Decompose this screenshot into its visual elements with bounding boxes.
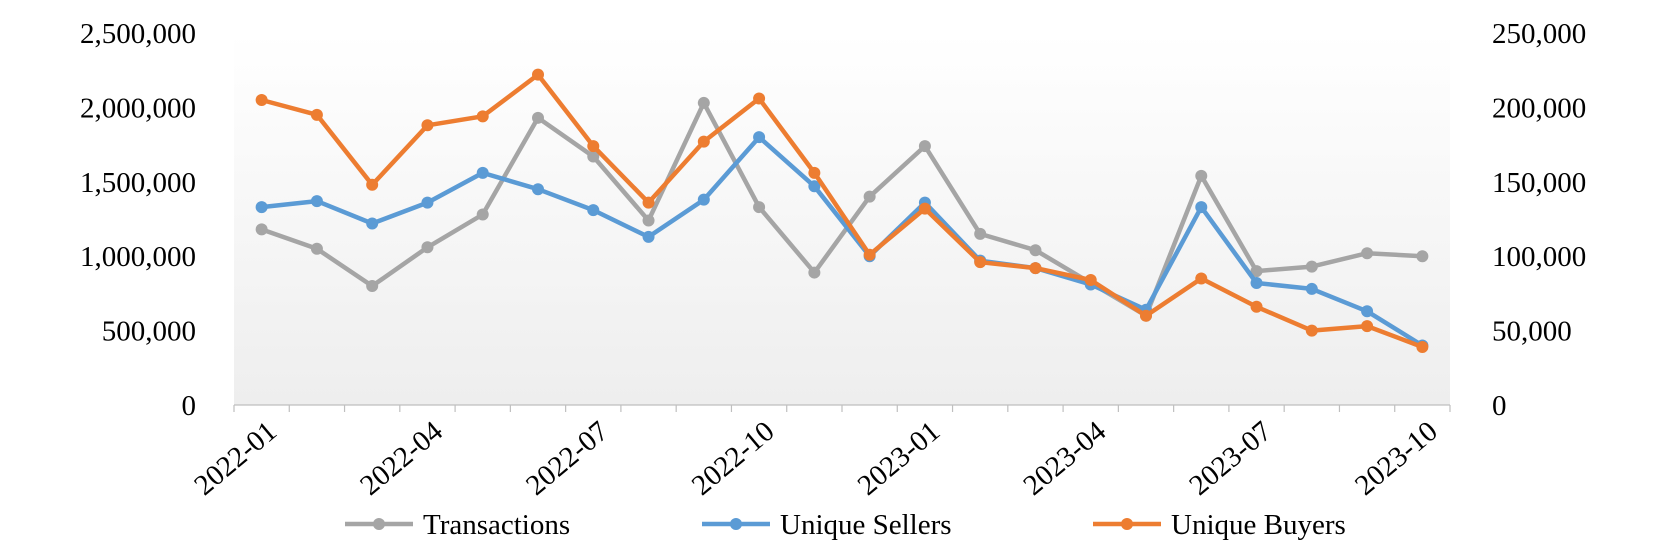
legend-label: Unique Sellers <box>780 509 952 541</box>
y-left-tick-label: 1,500,000 <box>80 167 196 199</box>
data-point <box>642 196 655 209</box>
legend-item: Transactions <box>345 509 570 541</box>
series-transactions <box>255 96 1429 322</box>
data-point <box>642 230 655 243</box>
data-point <box>753 201 766 214</box>
x-tick-label: 2023-01 <box>852 415 947 502</box>
data-point <box>1084 274 1097 287</box>
data-point <box>808 266 821 279</box>
data-point <box>697 193 710 206</box>
data-point <box>808 166 821 179</box>
data-point <box>1250 265 1263 278</box>
data-point <box>1361 320 1374 333</box>
data-point <box>1195 272 1208 285</box>
x-tick-label: 2022-04 <box>354 415 449 502</box>
x-tick-label: 2022-01 <box>188 415 283 502</box>
data-point <box>366 178 379 191</box>
data-point <box>808 180 821 193</box>
data-point <box>366 217 379 230</box>
data-point <box>1361 247 1374 260</box>
data-point <box>1305 324 1318 337</box>
y-left-tick-label: 1,000,000 <box>80 241 196 273</box>
data-point <box>974 256 987 269</box>
data-point <box>476 208 489 221</box>
x-tick-label: 2022-07 <box>520 415 615 502</box>
data-point <box>1140 309 1152 322</box>
y-left-tick-label: 2,500,000 <box>80 18 196 50</box>
data-point <box>1029 244 1042 257</box>
data-point <box>1195 169 1208 182</box>
data-point <box>753 131 766 144</box>
data-point <box>310 108 323 121</box>
legend-label: Unique Buyers <box>1171 509 1346 541</box>
y-right-tick-label: 250,000 <box>1492 18 1586 50</box>
y-right-tick-label: 0 <box>1492 390 1507 422</box>
series-line <box>259 72 1425 350</box>
data-point <box>310 242 323 255</box>
series-line <box>259 134 1425 348</box>
y-right-tick-label: 50,000 <box>1492 316 1572 348</box>
data-point <box>1029 262 1042 275</box>
data-point <box>1195 201 1208 214</box>
data-point <box>1416 340 1429 353</box>
y-left-tick-label: 2,000,000 <box>80 92 196 124</box>
series-line <box>259 100 1425 318</box>
data-point <box>697 96 710 109</box>
data-point <box>1305 282 1318 295</box>
data-point <box>476 110 489 123</box>
legend-label: Transactions <box>423 509 570 541</box>
x-tick-label: 2023-04 <box>1017 415 1112 502</box>
legend-item: Unique Sellers <box>702 509 952 541</box>
data-point <box>366 279 379 292</box>
data-point <box>1250 300 1263 313</box>
data-point <box>1416 250 1429 263</box>
data-point <box>863 248 876 261</box>
y-right-tick-label: 100,000 <box>1492 241 1586 273</box>
legend-item: Unique Buyers <box>1093 509 1346 541</box>
data-point <box>1305 260 1318 273</box>
data-point <box>310 195 323 208</box>
x-tick-label: 2023-10 <box>1349 415 1444 502</box>
data-point <box>532 183 544 196</box>
data-point <box>476 166 489 179</box>
legend-swatch-marker <box>730 518 742 530</box>
x-tick-label: 2023-07 <box>1183 415 1278 502</box>
data-point <box>255 201 268 214</box>
data-point <box>255 223 268 236</box>
data-point <box>1250 276 1263 289</box>
x-tick-label: 2022-10 <box>686 415 781 502</box>
y-right-tick-label: 150,000 <box>1492 167 1586 199</box>
data-point <box>918 202 931 215</box>
series-unique-buyers <box>255 68 1429 353</box>
data-point <box>255 93 268 106</box>
data-point <box>863 190 876 203</box>
data-point <box>974 227 987 240</box>
data-point <box>532 68 544 81</box>
y-left-tick-label: 500,000 <box>102 316 196 348</box>
data-point <box>918 140 931 153</box>
data-point <box>421 119 434 132</box>
data-point <box>421 196 434 209</box>
data-point <box>642 214 655 227</box>
legend-swatch-marker <box>1121 518 1133 530</box>
data-point <box>587 140 600 153</box>
data-point <box>532 111 544 124</box>
data-point <box>587 150 600 163</box>
data-point <box>587 204 600 217</box>
data-point <box>753 92 766 105</box>
y-left-tick-label: 0 <box>182 390 197 422</box>
data-point <box>421 241 434 254</box>
legend-swatch-marker <box>373 518 385 530</box>
y-right-tick-label: 200,000 <box>1492 92 1586 124</box>
data-point <box>697 135 710 148</box>
data-point <box>1361 305 1374 318</box>
